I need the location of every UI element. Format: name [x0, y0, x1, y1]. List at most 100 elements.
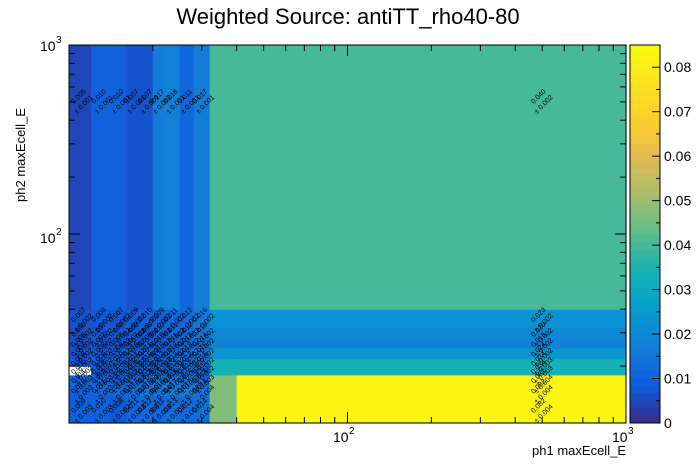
heatmap-cell — [109, 338, 127, 349]
color-scale-segment — [630, 211, 660, 220]
color-scale-segment — [630, 324, 660, 333]
color-scale-segment — [630, 309, 660, 318]
heatmap-cell — [209, 395, 238, 424]
color-scale-segment — [630, 264, 660, 273]
y-tick-label-100: 10 2 — [40, 227, 62, 246]
heatmap-cell — [152, 45, 165, 310]
color-scale-tick-label: 0.07 — [664, 104, 691, 120]
heatmap-cell — [152, 366, 165, 376]
chart-title: Weighted Source: antiTT_rho40-80 — [176, 4, 519, 29]
color-scale-segment — [630, 377, 660, 386]
color-scale-tick-label: 0.05 — [664, 193, 691, 209]
heatmap-cell — [125, 347, 141, 359]
heatmap-cell — [164, 366, 181, 376]
color-scale-tick-label: 0.01 — [664, 371, 691, 387]
heatmap-cell — [193, 338, 211, 349]
color-scale-tick-label: 0.03 — [664, 282, 691, 298]
color-scale-segment — [630, 332, 660, 341]
y-axis-ticks — [69, 44, 626, 424]
color-scale-segment — [630, 67, 660, 76]
y-tick-label-exp: 3 — [56, 35, 62, 46]
heatmap-cell — [91, 384, 111, 396]
heatmap-cell — [69, 327, 92, 340]
color-scale-segment — [630, 82, 660, 91]
color-scale-segment — [630, 188, 660, 197]
heatmap-cell — [91, 395, 111, 424]
heatmap-cell — [69, 374, 92, 386]
heatmap-cell — [140, 309, 154, 329]
heatmap-cell — [109, 374, 127, 386]
heatmap-cell — [91, 327, 111, 340]
heatmap-cell — [164, 395, 181, 424]
heatmap-cell — [179, 384, 195, 396]
heatmap-cell — [193, 366, 211, 376]
color-scale-segment — [630, 218, 660, 227]
color-scale-tick-label: 0.06 — [664, 148, 691, 164]
color-scale-segment — [630, 128, 660, 137]
heatmap-cell — [125, 309, 141, 329]
color-scale-segment — [630, 150, 660, 159]
color-scale-tick-label: 0 — [664, 415, 672, 431]
color-scale-segment — [630, 286, 660, 295]
heatmap-cell — [164, 338, 181, 349]
heatmap-cell — [125, 338, 141, 349]
heatmap-cell — [109, 347, 127, 359]
heatmap-cell — [193, 45, 211, 310]
heatmap-cell — [164, 45, 181, 310]
heatmap-cell — [209, 347, 238, 359]
heatmap-cell — [193, 358, 211, 367]
color-scale-bar — [630, 45, 660, 424]
color-scale-segment — [630, 105, 660, 114]
heatmap-cell — [179, 395, 195, 424]
heatmap-cell — [140, 45, 154, 310]
color-scale-segment — [630, 120, 660, 129]
x-tick-label-1000: 10 3 — [612, 426, 634, 445]
heatmap-cell — [179, 45, 195, 310]
heatmap-cell — [152, 327, 165, 340]
heatmap-cell — [193, 327, 211, 340]
heatmap-cell — [236, 327, 627, 340]
heatmap-cell — [140, 395, 154, 424]
color-scale-segment — [630, 158, 660, 167]
heatmap-cell — [164, 327, 181, 340]
heatmap-cell — [209, 374, 238, 386]
heatmap-cell — [125, 358, 141, 367]
heatmap-cell — [91, 374, 111, 386]
color-scale-segment — [630, 135, 660, 144]
heatmap-cell — [91, 309, 111, 329]
heatmap-cell — [69, 45, 92, 310]
heatmap-cell — [125, 374, 141, 386]
heatmap-cell — [164, 374, 181, 386]
color-scale-tick-label: 0.08 — [664, 59, 691, 75]
heatmap-cell — [209, 45, 238, 310]
heatmap-cell — [125, 366, 141, 376]
heatmap-cell — [109, 45, 127, 310]
color-scale-segment — [630, 226, 660, 235]
heatmap-cell — [91, 358, 111, 367]
heatmap-cell — [69, 338, 92, 349]
color-scale-segment — [630, 256, 660, 265]
y-tick-label-base: 10 — [40, 230, 56, 246]
heatmap-cell — [140, 366, 154, 376]
color-scale-segment — [630, 45, 660, 54]
color-scale-segment — [630, 143, 660, 152]
heatmap-cell — [109, 327, 127, 340]
color-scale-segment — [630, 97, 660, 106]
color-scale-segment — [630, 241, 660, 250]
heatmap-cell — [179, 374, 195, 386]
heatmap-cell — [164, 384, 181, 396]
heatmap-cell — [193, 395, 211, 424]
color-scale-segment — [630, 385, 660, 394]
x-tick-label-exp: 3 — [628, 426, 634, 437]
heatmap-cell — [152, 309, 165, 329]
heatmap-cell — [236, 45, 627, 310]
heatmap-cell — [140, 338, 154, 349]
heatmap-cell — [109, 358, 127, 367]
heatmap-cell — [179, 338, 195, 349]
heatmap-cell — [140, 347, 154, 359]
heatmap-cell — [179, 327, 195, 340]
heatmap-cell — [193, 374, 211, 386]
heatmap-cell — [209, 338, 238, 349]
heatmap-cell — [152, 374, 165, 386]
